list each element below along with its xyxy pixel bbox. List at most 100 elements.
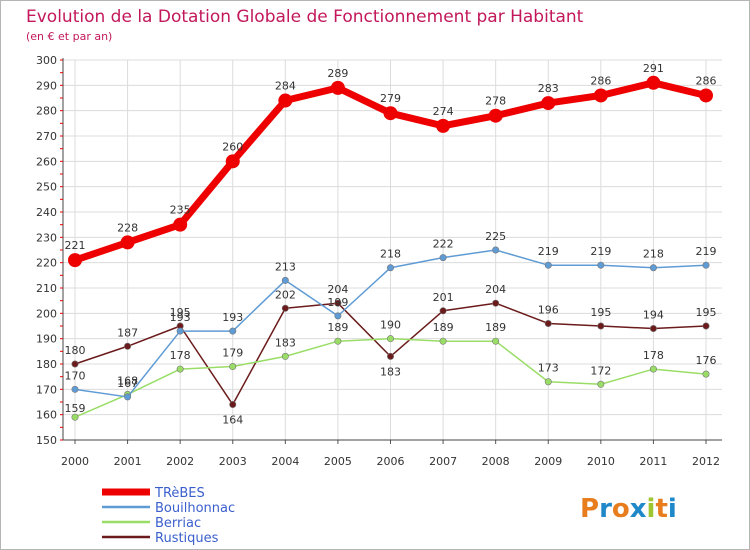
series-trèbes: 221 228 235 260 284 289 279 274 278 283 286 291 286 — [65, 62, 717, 268]
data-point — [646, 75, 661, 90]
data-label: 260 — [222, 140, 243, 153]
legend-label-bouilhonnac: Bouilhonnac — [155, 501, 235, 516]
data-point — [386, 335, 394, 343]
data-label: 286 — [590, 74, 611, 87]
proxiti-logo-text: Proxiti — [580, 494, 677, 524]
data-label: 196 — [538, 303, 559, 316]
chart-subtitle: (en € et par an) — [26, 30, 112, 43]
y-tick-label-150: 150 — [36, 434, 57, 447]
data-point — [176, 365, 184, 373]
data-label: 225 — [485, 230, 506, 243]
data-label: 201 — [433, 291, 454, 304]
data-label: 193 — [222, 311, 243, 324]
x-tick-label-2002: 2002 — [166, 455, 194, 468]
data-point — [649, 365, 657, 373]
x-tick-label-2006: 2006 — [377, 455, 405, 468]
data-point — [436, 118, 451, 133]
data-label: 289 — [327, 67, 348, 80]
data-point — [229, 327, 237, 335]
x-tick-label-2010: 2010 — [587, 455, 615, 468]
data-label: 183 — [380, 365, 401, 378]
data-point — [173, 217, 188, 232]
x-tick-label-2003: 2003 — [219, 455, 247, 468]
y-tick-label-300: 300 — [36, 54, 57, 67]
data-label: 193 — [170, 311, 191, 324]
data-point — [597, 261, 605, 269]
y-tick-label-200: 200 — [36, 307, 57, 320]
data-point — [281, 352, 289, 360]
x-tick-label-2001: 2001 — [114, 455, 142, 468]
data-point — [281, 276, 289, 284]
data-label: 221 — [65, 239, 86, 252]
data-label: 189 — [433, 321, 454, 334]
y-tick-label-230: 230 — [36, 231, 57, 244]
data-point — [544, 261, 552, 269]
data-point — [439, 307, 447, 315]
x-tick-label-2012: 2012 — [692, 455, 720, 468]
series-rustiques: 180 187 195 164 202 204 183 201 204 196 195 194 195 — [65, 283, 717, 426]
data-label: 159 — [65, 402, 86, 415]
data-point — [71, 413, 79, 421]
y-tick-label-160: 160 — [36, 409, 57, 422]
y-tick-label-190: 190 — [36, 333, 57, 346]
legend-label-trèbes: TRèBES — [154, 486, 205, 501]
data-label: 284 — [275, 80, 296, 93]
data-point — [649, 325, 657, 333]
data-point — [330, 80, 345, 95]
y-tick-label-260: 260 — [36, 155, 57, 168]
y-tick-label-240: 240 — [36, 206, 57, 219]
data-point — [124, 342, 132, 350]
data-point — [120, 235, 135, 250]
data-label: 172 — [590, 364, 611, 377]
data-point — [488, 108, 503, 123]
data-label: 278 — [485, 95, 506, 108]
x-tick-label-2009: 2009 — [534, 455, 562, 468]
x-tick-label-2007: 2007 — [429, 455, 457, 468]
data-label: 218 — [643, 248, 664, 261]
data-label: 222 — [433, 238, 454, 251]
y-tick-label-180: 180 — [36, 358, 57, 371]
data-label: 180 — [65, 344, 86, 357]
series-berriac: 159 168 178 179 183 189 190 189 189 173 172 178 176 — [65, 319, 717, 421]
data-point — [229, 401, 237, 409]
data-point — [334, 337, 342, 345]
x-tick-label-2004: 2004 — [271, 455, 299, 468]
data-point — [225, 154, 240, 169]
data-point — [386, 352, 394, 360]
data-label: 178 — [643, 349, 664, 362]
x-tick-label-2000: 2000 — [61, 455, 89, 468]
data-point — [492, 337, 500, 345]
data-label: 179 — [222, 347, 243, 360]
data-point — [541, 96, 556, 111]
data-point — [702, 322, 710, 330]
data-point — [597, 322, 605, 330]
data-label: 228 — [117, 221, 138, 234]
data-point — [386, 264, 394, 272]
data-label: 213 — [275, 260, 296, 273]
axes: 150 160 170 180 190 200 210 220 230 240 250 260 270 2… — [36, 54, 722, 468]
data-label: 219 — [696, 245, 717, 258]
data-point — [383, 106, 398, 121]
data-label: 176 — [696, 354, 717, 367]
data-label: 170 — [65, 369, 86, 382]
x-tick-label-2011: 2011 — [639, 455, 667, 468]
data-label: 168 — [117, 374, 138, 387]
data-label: 187 — [117, 326, 138, 339]
data-point — [71, 385, 79, 393]
data-point — [439, 254, 447, 262]
data-label: 195 — [170, 306, 191, 319]
data-point — [439, 337, 447, 345]
y-tick-label-270: 270 — [36, 130, 57, 143]
data-point — [176, 327, 184, 335]
y-tick-label-170: 170 — [36, 383, 57, 396]
data-point — [544, 378, 552, 386]
y-tick-label-210: 210 — [36, 282, 57, 295]
data-point — [71, 360, 79, 368]
data-label: 178 — [170, 349, 191, 362]
data-label: 167 — [117, 377, 138, 390]
data-label: 279 — [380, 92, 401, 105]
data-point — [702, 370, 710, 378]
